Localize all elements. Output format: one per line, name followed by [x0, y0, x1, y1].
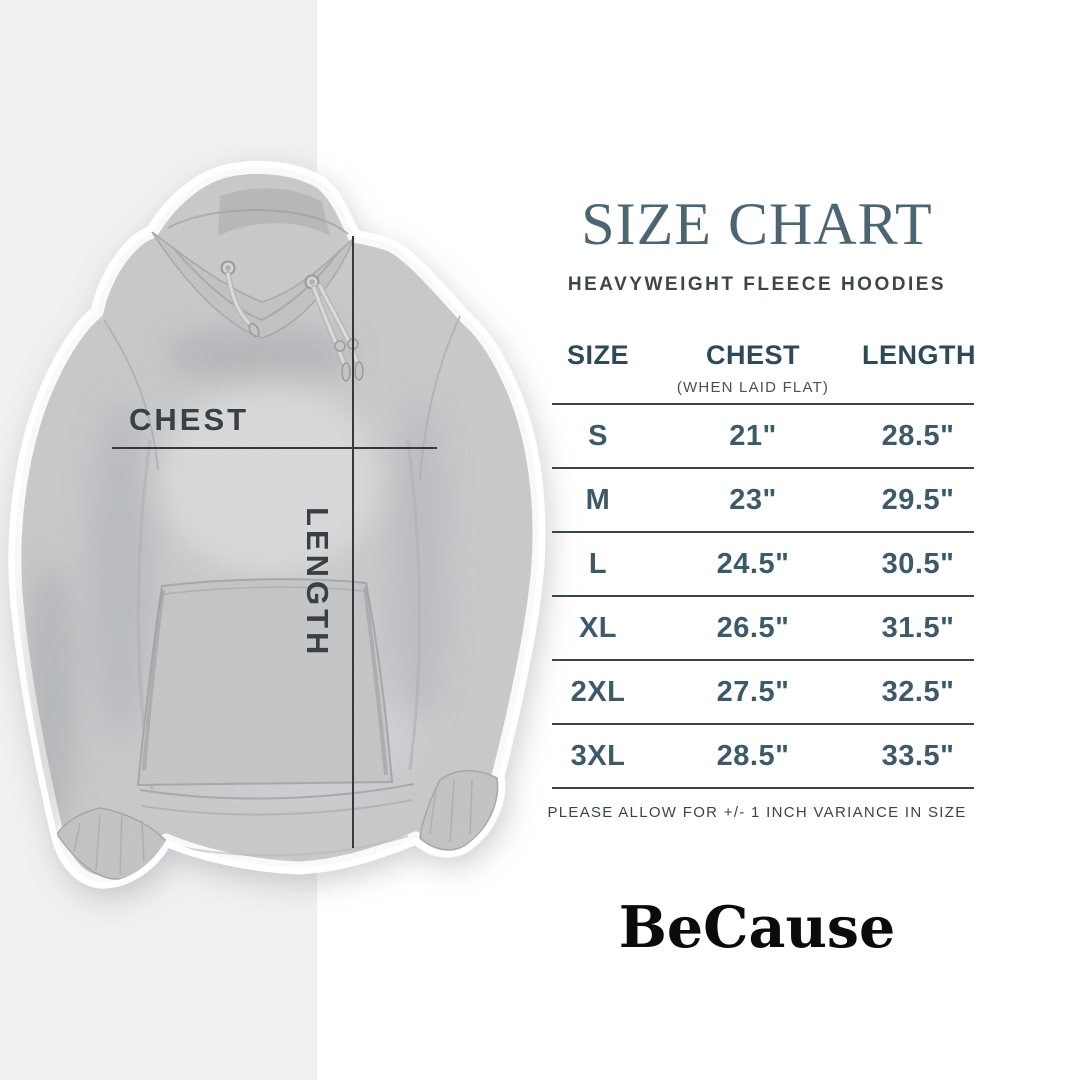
hoodie-photo [8, 160, 546, 889]
length-cell: 28.5" [881, 419, 955, 452]
page-title: SIZE CHART [581, 191, 933, 257]
table-body: S 21" 28.5" M 23" 29.5" L 24.5" 30.5" XL… [552, 403, 974, 789]
size-cell: M [585, 483, 611, 516]
size-cell: L [588, 547, 608, 580]
table-row: 2XL 27.5" 32.5" [552, 659, 974, 723]
chest-cell: 21" [729, 419, 777, 452]
table-row: S 21" 28.5" [552, 403, 974, 467]
size-cell: 2XL [570, 675, 626, 708]
column-header-size: SIZE [566, 340, 629, 370]
table-header: SIZE CHEST LENGTH (WHEN LAID FLAT) [552, 340, 976, 403]
length-measure-line [352, 236, 354, 848]
size-cell: S [588, 419, 608, 452]
length-cell: 33.5" [881, 739, 955, 772]
table-row: L 24.5" 30.5" [552, 531, 974, 595]
table-row: M 23" 29.5" [552, 467, 974, 531]
length-label: LENGTH [300, 507, 335, 659]
length-cell: 31.5" [881, 611, 955, 644]
variance-note: PLEASE ALLOW FOR +/- 1 INCH VARIANCE IN … [547, 804, 967, 821]
chest-cell: 26.5" [716, 611, 790, 644]
size-cell: 3XL [570, 739, 626, 772]
size-cell: XL [578, 611, 618, 644]
chest-cell: 23" [729, 483, 777, 516]
column-header-length: LENGTH [862, 340, 976, 370]
table-row: 3XL 28.5" 33.5" [552, 723, 974, 789]
column-subheader-chest: (WHEN LAID FLAT) [676, 379, 830, 397]
column-header-chest: CHEST [705, 340, 800, 370]
brand-logo: BeCause [618, 894, 896, 961]
table-row: XL 26.5" 31.5" [552, 595, 974, 659]
length-cell: 32.5" [881, 675, 955, 708]
size-table: SIZE CHEST LENGTH (WHEN LAID FLAT) S 21"… [552, 340, 976, 789]
chest-cell: 24.5" [716, 547, 790, 580]
length-cell: 30.5" [881, 547, 955, 580]
drawstring [220, 260, 364, 382]
chest-label: CHEST [129, 402, 250, 437]
chest-measure-line [112, 447, 437, 449]
page-subtitle: HEAVYWEIGHT FLEECE HOODIES [567, 274, 947, 295]
chest-cell: 27.5" [716, 675, 790, 708]
length-cell: 29.5" [881, 483, 955, 516]
chest-cell: 28.5" [716, 739, 790, 772]
